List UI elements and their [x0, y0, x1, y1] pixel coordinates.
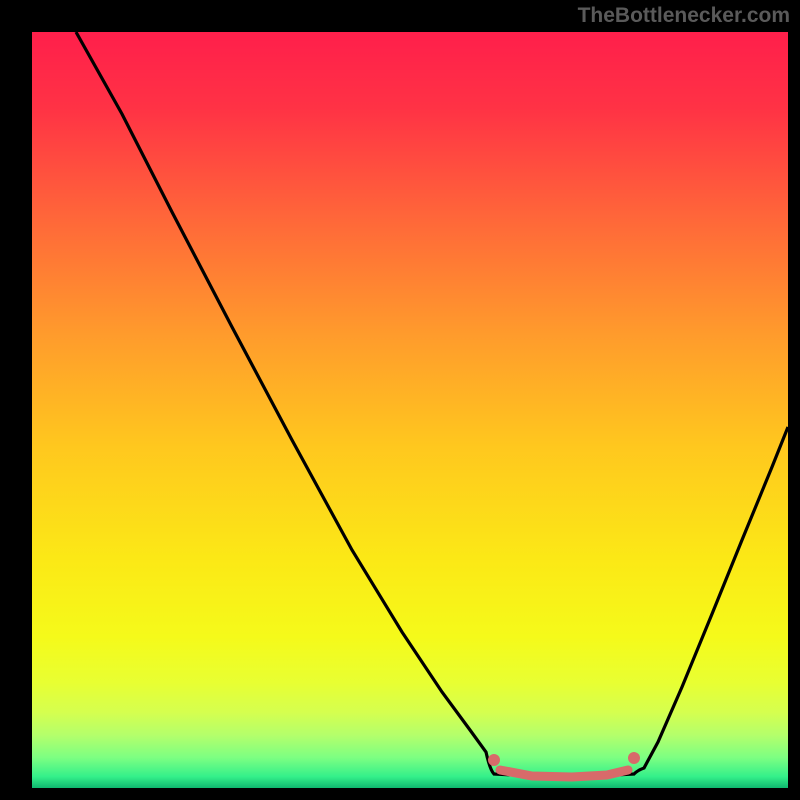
- plot-area: [32, 32, 788, 788]
- chart-svg: [32, 32, 788, 788]
- chart-frame: TheBottlenecker.com: [0, 0, 800, 800]
- valley-dot-left: [488, 754, 500, 766]
- gradient-rect: [32, 32, 788, 788]
- valley-dot-right: [628, 752, 640, 764]
- watermark-text: TheBottlenecker.com: [578, 4, 790, 28]
